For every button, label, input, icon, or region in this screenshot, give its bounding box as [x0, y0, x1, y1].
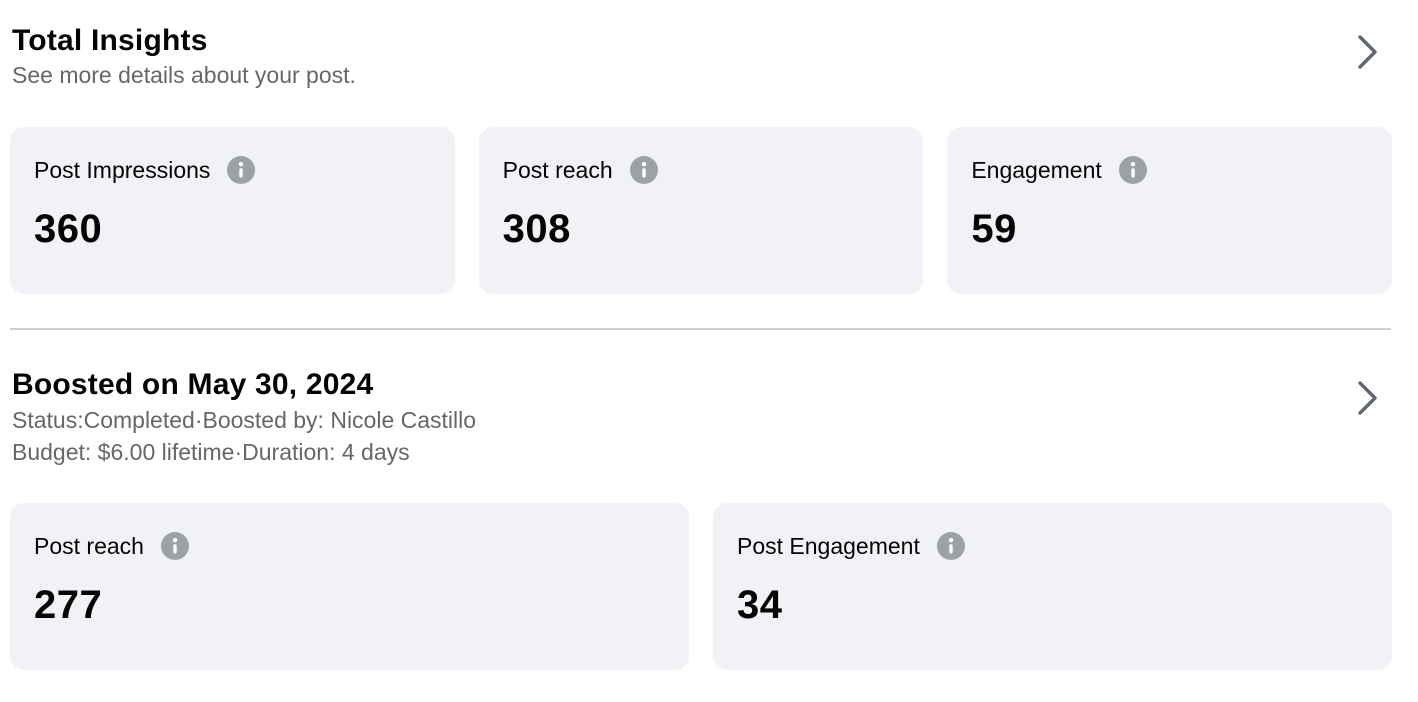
total-insights-header: Total Insights See more details about yo…: [0, 0, 1418, 91]
info-icon[interactable]: [629, 156, 658, 184]
total-insights-cards-row: Post Impressions 360 Post reach 30: [10, 127, 1393, 294]
card-head: Post reach: [503, 156, 900, 184]
chevron-right-icon: [1354, 376, 1382, 425]
stat-card-post-impressions: Post Impressions 360: [10, 127, 455, 294]
stat-card-boosted-post-engagement: Post Engagement 34: [713, 503, 1392, 670]
info-icon[interactable]: [227, 156, 256, 184]
stat-label: Post reach: [502, 157, 613, 183]
stat-label: Post reach: [34, 533, 144, 559]
total-insights-details-button[interactable]: [1354, 30, 1382, 79]
info-icon[interactable]: [1118, 156, 1147, 184]
stat-card-post-reach: Post reach 308: [478, 127, 924, 294]
chevron-right-icon: [1354, 30, 1382, 79]
boosted-header-text: Boosted on May 30, 2024 Status:Completed…: [12, 366, 476, 468]
boosted-cards-row: Post reach 277 Post Engagement 34: [10, 503, 1392, 670]
stat-value: 308: [502, 207, 571, 251]
card-head: Post Engagement: [737, 532, 1368, 560]
total-insights-header-text: Total Insights See more details about yo…: [12, 22, 356, 91]
card-head: Post Impressions: [34, 156, 431, 184]
boosted-details-button[interactable]: [1354, 376, 1382, 425]
stat-label: Post Engagement: [737, 533, 920, 559]
info-icon[interactable]: [936, 532, 965, 560]
stat-label: Engagement: [971, 157, 1102, 183]
stat-value: 277: [34, 583, 103, 627]
page-subtitle: See more details about your post.: [12, 62, 356, 88]
boosted-header: Boosted on May 30, 2024 Status:Completed…: [0, 330, 1418, 468]
card-head: Engagement: [971, 156, 1368, 184]
stat-label: Post Impressions: [34, 157, 211, 183]
stat-value: 59: [971, 207, 1017, 251]
card-head: Post reach: [34, 532, 665, 560]
page-title: Total Insights: [12, 24, 208, 57]
boosted-status-line: Status:Completed·Boosted by: Nicole Cast…: [12, 407, 477, 433]
stat-card-boosted-post-reach: Post reach 277: [10, 503, 689, 670]
boosted-budget-line: Budget: $6.00 lifetime·Duration: 4 days: [12, 439, 410, 465]
stat-card-engagement: Engagement 59: [947, 127, 1393, 294]
section-divider: [10, 328, 1391, 330]
info-icon[interactable]: [160, 532, 189, 560]
stat-value: 34: [737, 583, 783, 627]
boosted-title: Boosted on May 30, 2024: [12, 368, 374, 401]
stat-value: 360: [34, 207, 103, 251]
